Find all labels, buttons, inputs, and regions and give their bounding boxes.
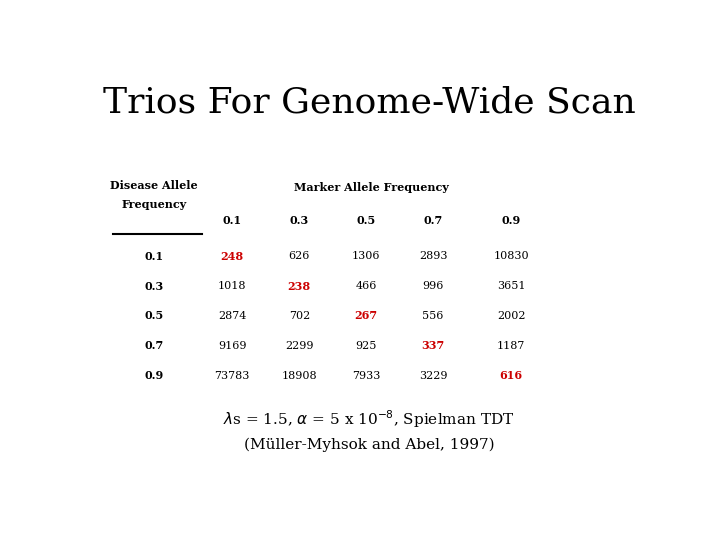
Text: 0.3: 0.3: [145, 280, 163, 292]
Text: 1306: 1306: [352, 251, 380, 261]
Text: 73783: 73783: [215, 371, 250, 381]
Text: Marker Allele Frequency: Marker Allele Frequency: [294, 182, 449, 193]
Text: 238: 238: [288, 280, 311, 292]
Text: 702: 702: [289, 311, 310, 321]
Text: 267: 267: [355, 310, 378, 321]
Text: 0.9: 0.9: [145, 370, 163, 381]
Text: 3651: 3651: [497, 281, 526, 291]
Text: 3229: 3229: [419, 371, 447, 381]
Text: 18908: 18908: [282, 371, 317, 381]
Text: 0.1: 0.1: [222, 215, 242, 226]
Text: 248: 248: [221, 251, 244, 261]
Text: 0.9: 0.9: [502, 215, 521, 226]
Text: 10830: 10830: [493, 251, 529, 261]
Text: 9169: 9169: [218, 341, 246, 351]
Text: 0.7: 0.7: [423, 215, 443, 226]
Text: 925: 925: [356, 341, 377, 351]
Text: 616: 616: [500, 370, 523, 381]
Text: 1018: 1018: [218, 281, 246, 291]
Text: 0.3: 0.3: [289, 215, 309, 226]
Text: 556: 556: [423, 311, 444, 321]
Text: 2874: 2874: [218, 311, 246, 321]
Text: 2893: 2893: [419, 251, 447, 261]
Text: 996: 996: [423, 281, 444, 291]
Text: 0.5: 0.5: [356, 215, 376, 226]
Text: (Müller-Myhsok and Abel, 1997): (Müller-Myhsok and Abel, 1997): [243, 438, 495, 453]
Text: 626: 626: [289, 251, 310, 261]
Text: $\lambda$s = 1.5, $\alpha$ = 5 x 10$^{-8}$, Spielman TDT: $\lambda$s = 1.5, $\alpha$ = 5 x 10$^{-8…: [223, 408, 515, 430]
Text: 2002: 2002: [497, 311, 526, 321]
Text: Trios For Genome-Wide Scan: Trios For Genome-Wide Scan: [103, 85, 635, 119]
Text: Frequency: Frequency: [122, 199, 186, 210]
Text: 2299: 2299: [285, 341, 313, 351]
Text: 466: 466: [356, 281, 377, 291]
Text: 337: 337: [421, 340, 445, 352]
Text: 7933: 7933: [352, 371, 380, 381]
Text: 0.1: 0.1: [145, 251, 163, 261]
Text: Disease Allele: Disease Allele: [110, 180, 198, 191]
Text: 0.7: 0.7: [145, 340, 163, 352]
Text: 1187: 1187: [497, 341, 526, 351]
Text: 0.5: 0.5: [145, 310, 163, 321]
